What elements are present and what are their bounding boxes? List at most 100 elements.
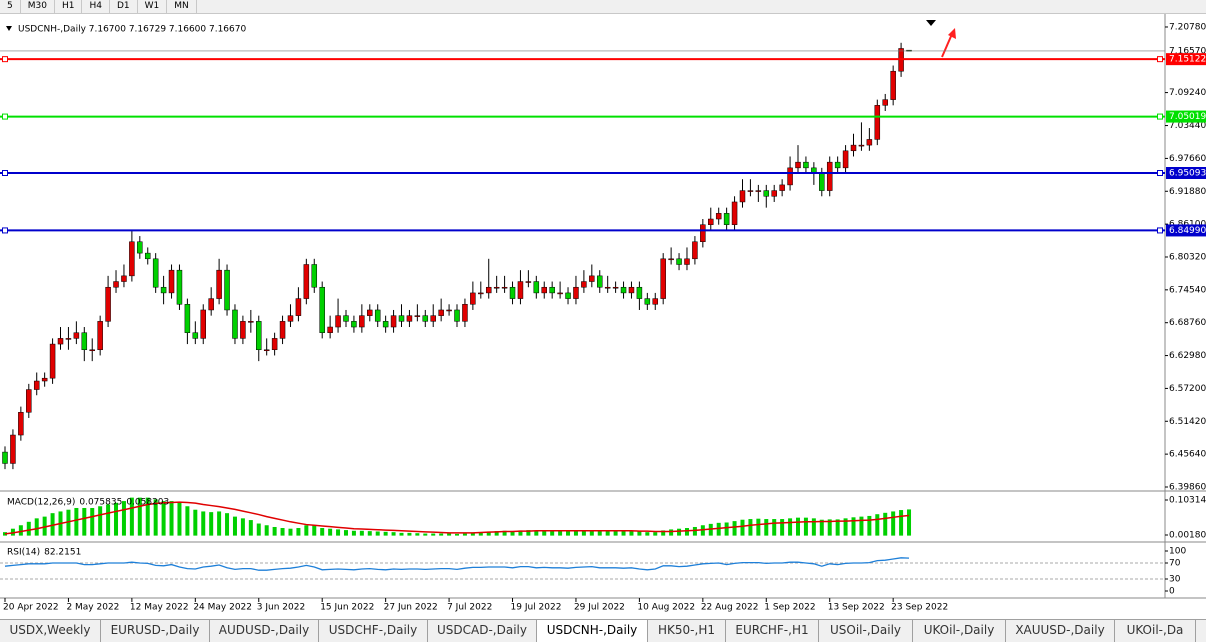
macd-bar (82, 507, 87, 536)
timeframe-button[interactable]: M30 (21, 0, 55, 13)
chart-tab[interactable]: EURUSD-,Daily (101, 620, 210, 642)
candle-body (144, 252, 151, 260)
timeframe-button[interactable]: H4 (82, 0, 110, 13)
chart-tab[interactable]: USDCAD-,Daily (428, 620, 537, 642)
timeframe-button[interactable]: W1 (138, 0, 168, 13)
candle-body (303, 264, 310, 299)
candle-body (168, 269, 175, 294)
macd-bar (875, 514, 880, 536)
chart-tab[interactable]: USOil-,Daily (819, 620, 913, 642)
candle-body (715, 213, 722, 220)
macd-bar (819, 519, 824, 536)
chart-tab[interactable]: EURCHF-,H1 (726, 620, 819, 642)
horizontal-line-label: 7.15122 (1169, 55, 1206, 65)
macd-bar (367, 531, 372, 536)
chart-title: USDCNH-,Daily 7.16700 7.16729 7.16600 7.… (18, 25, 246, 35)
price-label-box (1166, 53, 1206, 66)
candle-body (454, 309, 460, 322)
macd-bar (803, 517, 808, 536)
candle-body (890, 70, 896, 100)
timeframe-button[interactable]: 5 (0, 0, 21, 13)
macd-bar (209, 512, 214, 536)
menu-triangle (6, 26, 12, 31)
candle-body (374, 309, 381, 322)
candle-body (390, 315, 397, 328)
macd-bar (653, 532, 658, 536)
macd-bar (637, 531, 642, 536)
macd-bar (486, 531, 491, 536)
candle-body (343, 315, 349, 322)
chart-tab[interactable]: UKOil-,Daily (913, 620, 1006, 642)
candle-body (422, 315, 429, 322)
y-tick-label: 0 (1169, 587, 1175, 597)
chart-tab[interactable]: AUDUSD-,Daily (210, 620, 319, 642)
x-tick-label: 12 May 2022 (130, 603, 189, 613)
shift-marker (926, 20, 936, 26)
macd-bar (716, 522, 721, 536)
candle-body (771, 190, 777, 197)
candle-body (525, 281, 532, 283)
candle-body (137, 241, 143, 254)
candle-body (493, 286, 500, 289)
chart-tab[interactable]: HK50-,H1 (648, 620, 726, 642)
candle-body (644, 298, 651, 305)
macd-bar (50, 513, 55, 536)
candle-body (367, 309, 373, 316)
chart-tab[interactable]: UKOil-,Da (1115, 620, 1196, 642)
timeframe-button[interactable]: D1 (110, 0, 138, 13)
candle-body (533, 281, 540, 294)
arrow (941, 33, 953, 58)
macd-bar (772, 519, 777, 536)
candle-body (351, 321, 357, 328)
price-label-box (1166, 224, 1206, 237)
macd-bar (558, 530, 563, 536)
line-handle (2, 170, 8, 177)
chart-tab[interactable]: USDCNH-,Daily (537, 620, 648, 642)
candle-body (359, 315, 365, 328)
candle-body (676, 258, 682, 265)
macd-bar (748, 519, 753, 536)
x-tick-label: 23 Sep 2022 (891, 603, 948, 613)
candle-body (113, 281, 119, 288)
x-tick-label: 19 Jul 2022 (511, 603, 562, 613)
y-tick-label: 6.80320 (1169, 252, 1206, 262)
macd-bar (883, 512, 888, 536)
x-tick-label: 29 Jul 2022 (574, 603, 625, 613)
y-tick-label: 6.45640 (1169, 450, 1206, 460)
macd-bar (502, 530, 507, 536)
candle-body (581, 281, 587, 288)
chart: USDCNH-,Daily 7.16700 7.16729 7.16600 7.… (0, 14, 1206, 613)
candle-body (33, 380, 40, 390)
macd-bar (272, 526, 277, 536)
timeframe-button[interactable]: H1 (55, 0, 83, 13)
candle-body (747, 190, 754, 192)
candle-body (462, 304, 468, 322)
macd-bar (518, 530, 523, 536)
macd-bar (121, 501, 126, 536)
chart-tab[interactable]: XAUUSD-,Daily (1006, 620, 1115, 642)
macd-bar (629, 530, 634, 536)
macd-bar (796, 517, 800, 536)
candle-body (263, 349, 270, 352)
timeframe-button[interactable]: MN (167, 0, 197, 13)
y-tick-label: 6.57200 (1169, 384, 1206, 394)
timeframe-toolbar: 5 M30 H1 H4 D1 W1 MN (0, 0, 1206, 14)
candle-body (684, 258, 690, 265)
candle-body (826, 161, 833, 191)
candle-body (192, 332, 199, 339)
candle-body (438, 309, 444, 316)
candle-body (850, 144, 857, 152)
macd-bar (780, 519, 785, 536)
candle-body (708, 218, 714, 225)
candle-body (208, 298, 214, 311)
chart-tab[interactable]: USDX,Weekly (0, 620, 101, 642)
candle-body (279, 321, 286, 339)
candle-body (501, 286, 508, 289)
chart-tab[interactable]: USDCHF-,Daily (319, 620, 428, 642)
candle-body (152, 258, 159, 288)
macd-bar (684, 528, 689, 536)
last-price-label: 7.16570 (1169, 46, 1206, 56)
candle-body (73, 332, 80, 339)
candle-body (652, 298, 659, 305)
